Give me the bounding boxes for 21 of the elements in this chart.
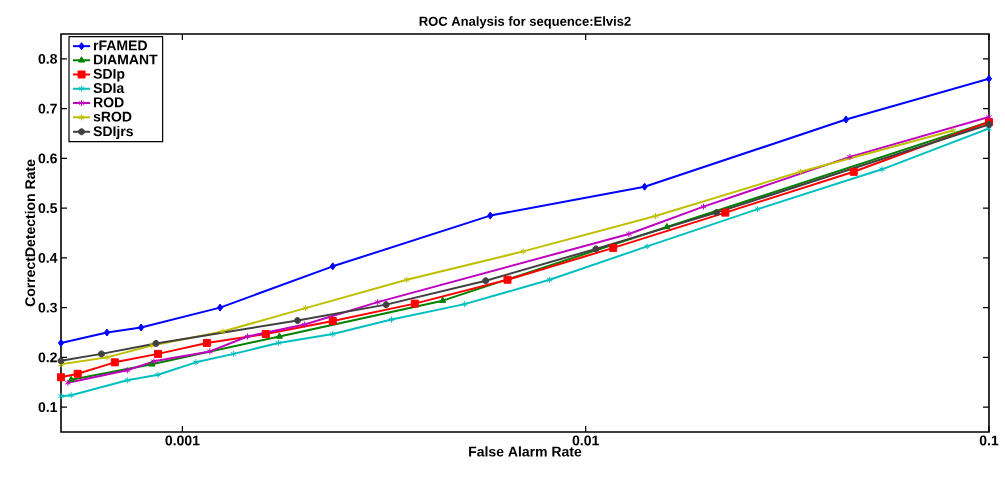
legend-label: SDIjrs <box>93 125 133 139</box>
legend-label: sROD <box>93 111 132 122</box>
y-tick-label: 0.8 <box>38 53 58 64</box>
x-axis-title: False Alarm Rate <box>469 446 582 457</box>
y-tick-label: 0.1 <box>38 402 58 413</box>
y-tick-label: 0.4 <box>38 252 58 263</box>
x-tick-label: 0.001 <box>165 435 200 446</box>
y-tick-label: 0.5 <box>38 203 58 214</box>
y-tick-label: 0.6 <box>38 153 57 164</box>
x-tick-label: 0.01 <box>572 435 599 446</box>
legend-label: rFAMED <box>94 40 147 51</box>
y-tick-label: 0.7 <box>38 103 57 114</box>
y-tick-label: 0.2 <box>38 352 57 363</box>
chart-title: ROC Analysis for sequence:Elvis2 <box>419 16 631 29</box>
y-axis-title: CorrectDetection Rate <box>24 159 36 307</box>
legend-label: ROD <box>94 97 124 108</box>
legend-label: SDIp <box>93 68 125 82</box>
legend-label: SDIa <box>93 83 125 94</box>
x-tick-label: 0.1 <box>979 435 999 446</box>
y-tick-label: 0.3 <box>38 302 57 313</box>
legend-label: DIAMANT <box>94 54 158 65</box>
